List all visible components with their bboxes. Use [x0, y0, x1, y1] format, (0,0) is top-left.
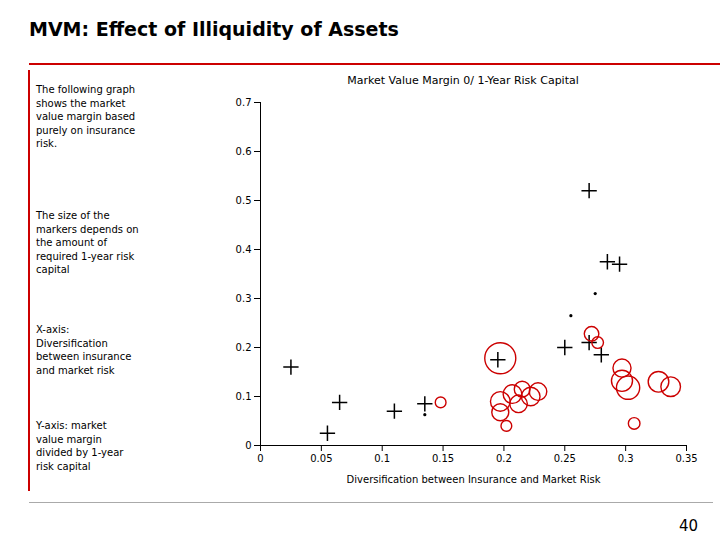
svg-text:0.3: 0.3: [618, 453, 634, 464]
html-text:40: 40: [678, 517, 698, 535]
svg-text:0: 0: [245, 440, 251, 451]
svg-text:0.1: 0.1: [236, 391, 252, 402]
svg-text:0.3: 0.3: [236, 293, 252, 304]
svg-text:0.15: 0.15: [432, 453, 454, 464]
svg-text:0.1: 0.1: [374, 453, 390, 464]
svg-text:0.5: 0.5: [236, 195, 252, 206]
svg-text:0.6: 0.6: [236, 146, 252, 157]
svg-text:0.05: 0.05: [310, 453, 332, 464]
html-text:X-axis: Diversification betwee: X-axis: Diversification between insuranc…: [36, 324, 132, 376]
html-text:MVM: Effect of Illiquidity of: MVM: Effect of Illiquidity of Assets: [29, 18, 399, 40]
svg-text:0.35: 0.35: [675, 453, 697, 464]
svg-text:Diversification between Insura: Diversification between Insurance and Ma…: [347, 474, 601, 485]
svg-text:0.2: 0.2: [496, 453, 512, 464]
html-text:The following graph shows the: The following graph shows the market val…: [36, 84, 136, 149]
svg-text:0.2: 0.2: [236, 342, 252, 353]
html-text:The size of the markers depend: The size of the markers depends on the a…: [36, 210, 139, 275]
svg-text:0: 0: [257, 453, 263, 464]
html-text:Market Value Margin 0/ 1-Year: Market Value Margin 0/ 1-Year Risk Capit…: [347, 74, 579, 87]
svg-text:0.7: 0.7: [236, 97, 252, 108]
svg-text:0.4: 0.4: [236, 244, 252, 255]
html-text:Y-axis: market value margin di: Y-axis: market value margin divided by 1…: [36, 420, 124, 472]
svg-text:0.25: 0.25: [554, 453, 576, 464]
